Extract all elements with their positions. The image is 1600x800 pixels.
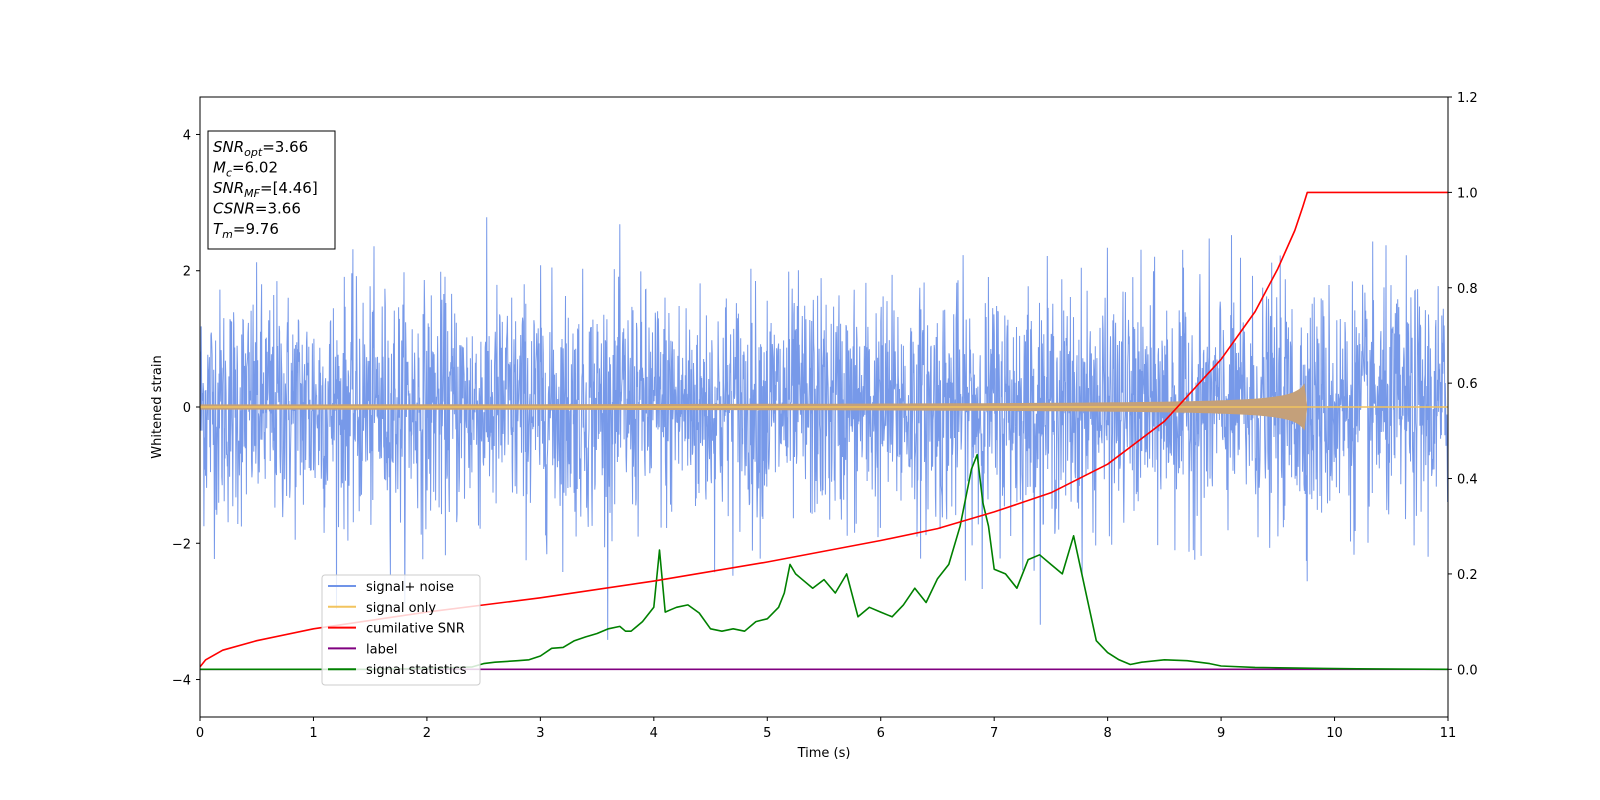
x-tick-label: 4 [650,726,658,741]
x-tick-label: 10 [1326,726,1343,741]
legend-label: signal only [366,601,436,616]
x-tick-label: 0 [196,726,204,741]
y-axis-left: 4 2 0 −2 −4 [172,128,200,689]
annotation-line: SNRMF=[4.46] [213,179,318,200]
y2-tick-label: 0.2 [1457,568,1478,583]
y-tick-label: −4 [172,674,191,689]
series-cumulative-snr [200,191,1448,668]
legend-frame [321,574,481,686]
y-tick-label: 0 [183,401,191,416]
y2-tick-label: 0.8 [1457,282,1478,297]
x-tick-label: 6 [877,726,885,741]
series-signal-statistics [200,453,1448,671]
y-axis-right: 1.2 1.0 0.8 0.6 0.4 0.2 0.0 [1448,91,1478,678]
x-axis: 0 1 2 3 4 5 6 7 8 9 10 11 [196,717,1456,741]
annotation-line: Tm=9.76 [213,220,279,241]
x-tick-label: 9 [1217,726,1225,741]
y-tick-label: 4 [183,128,191,143]
x-tick-label: 8 [1103,726,1111,741]
y-tick-label: −2 [172,537,191,552]
y2-tick-label: 1.0 [1457,186,1478,201]
y2-tick-label: 0.4 [1457,473,1478,488]
x-tick-label: 3 [536,726,544,741]
x-axis-label: Time (s) [797,746,851,761]
x-tick-label: 7 [990,726,998,741]
annotation-line: CSNR=3.66 [213,200,301,218]
y-axis-label: Whitened strain [150,355,165,458]
x-tick-label: 2 [423,726,431,741]
y2-tick-label: 0.0 [1457,663,1478,678]
y2-tick-label: 1.2 [1457,91,1478,106]
series-signal-noise [200,217,1448,640]
legend-label: signal+ noise [366,580,454,595]
x-tick-label: 11 [1440,726,1457,741]
legend-label: cumilative SNR [366,622,465,637]
annotation-line: SNRopt=3.66 [213,138,308,159]
legend-label: label [366,642,397,657]
x-tick-label: 5 [763,726,771,741]
annotation-line: Mc=6.02 [213,159,278,180]
y-tick-label: 2 [183,265,191,280]
y2-tick-label: 0.6 [1457,377,1478,392]
annotation-frame [207,130,336,250]
legend-label: signal statistics [366,663,467,678]
legend: signal+ noise signal only cumilative SNR la… [321,574,481,686]
x-tick-label: 1 [309,726,317,741]
